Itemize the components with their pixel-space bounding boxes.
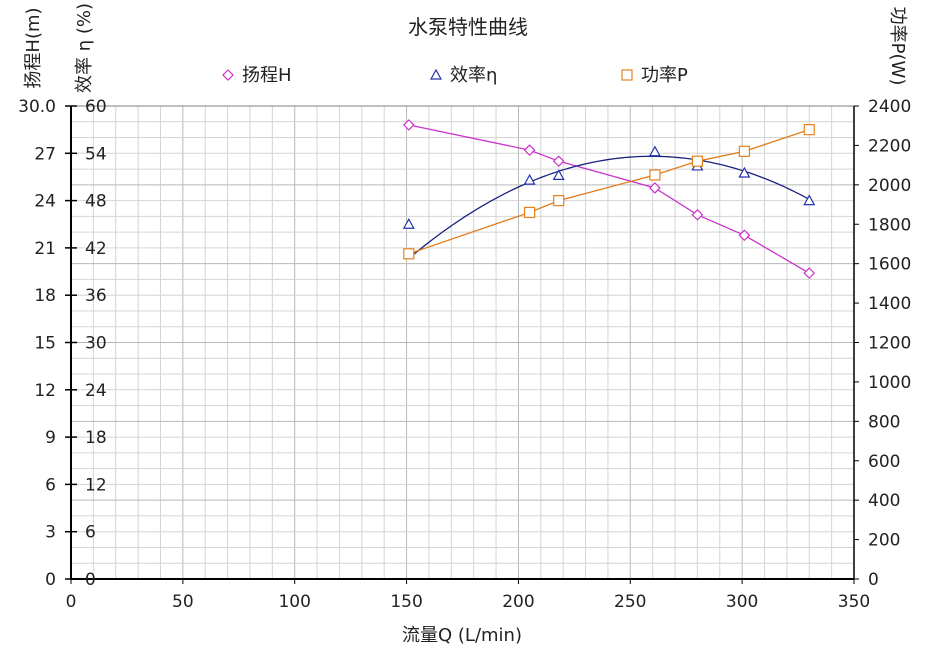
y-power-tick-label: 1600: [868, 255, 911, 275]
y-power-tick-label: 1000: [868, 373, 911, 393]
y-eff-tick-label: 36: [85, 286, 107, 306]
y-eff-tick-label: 0: [85, 570, 96, 590]
data-point: [402, 119, 415, 131]
legend-item-2: 效率η: [429, 65, 497, 86]
x-tick-label: 0: [66, 592, 77, 612]
y-axis-head-title: 扬程H(m): [23, 7, 44, 88]
y-head-tick-label: 30.0: [18, 97, 56, 117]
y-power-tick-label: 400: [868, 491, 900, 511]
y-eff-tick-label: 12: [85, 475, 107, 495]
y-power-tick-label: 2200: [868, 136, 911, 156]
data-point: [803, 124, 815, 136]
y-axis-efficiency-title: 效率 η (%): [74, 3, 95, 93]
series-1: [402, 119, 816, 279]
data-point: [803, 194, 816, 206]
data-point: [738, 229, 751, 242]
x-tick-label: 250: [614, 592, 646, 612]
data-point: [552, 169, 565, 180]
series-layer: [402, 119, 816, 279]
y-power-tick-label: 1200: [868, 334, 911, 354]
y-eff-tick-label: 48: [85, 192, 107, 212]
y-head-tick-label: 3: [45, 523, 56, 543]
data-point: [738, 145, 750, 157]
data-point: [402, 218, 415, 229]
data-point: [553, 195, 565, 207]
legend-marker: [621, 69, 633, 81]
x-tick-label: 150: [390, 592, 422, 612]
x-tick-label: 50: [172, 592, 194, 612]
legend: 扬程H 效率η 功率P: [222, 65, 688, 86]
data-point: [523, 144, 536, 156]
y-head-tick-label: 15: [34, 334, 56, 354]
y-eff-tick-label: 6: [85, 523, 96, 543]
y-power-tick-label: 800: [868, 412, 900, 432]
y-head-tick-label: 6: [45, 475, 56, 495]
axes: 0 50 100 150 200 250 300 350036912151821242730.…: [18, 97, 911, 612]
series-2: [402, 145, 816, 259]
data-point: [523, 173, 536, 185]
y-eff-tick-label: 42: [85, 239, 107, 259]
y-eff-tick-label: 30: [85, 334, 107, 354]
data-point: [691, 155, 704, 167]
y-power-tick-label: 1400: [868, 294, 911, 314]
data-point: [691, 208, 704, 221]
data-point: [552, 155, 565, 168]
y-power-tick-label: 1800: [868, 215, 911, 235]
data-point: [524, 206, 536, 219]
y-power-tick-label: 0: [868, 570, 879, 590]
y-head-tick-label: 12: [34, 381, 56, 401]
y-power-tick-label: 200: [868, 531, 900, 551]
x-tick-label: 350: [838, 592, 870, 612]
y-power-tick-label: 2000: [868, 176, 911, 196]
data-point: [403, 248, 415, 260]
legend-label: 效率η: [450, 65, 497, 86]
x-axis-title: 流量Q (L/min): [402, 625, 522, 646]
data-point: [803, 267, 816, 279]
y-axis-power-title: 功率P(W): [887, 7, 908, 86]
data-point: [648, 145, 661, 157]
series-3: [403, 124, 815, 260]
legend-marker: [429, 68, 443, 80]
y-eff-tick-label: 54: [85, 144, 107, 164]
grid: [70, 105, 855, 580]
legend-item-3: 功率P: [621, 65, 688, 86]
data-point: [649, 182, 661, 194]
y-power-tick-label: 600: [868, 452, 900, 472]
x-tick-label: 200: [502, 592, 534, 612]
y-head-tick-label: 24: [34, 192, 56, 212]
x-tick-label: 300: [726, 592, 758, 612]
data-point: [738, 166, 751, 178]
data-point: [649, 169, 661, 181]
y-head-tick-label: 9: [45, 428, 56, 448]
y-eff-tick-label: 18: [85, 428, 107, 448]
legend-marker: [222, 69, 234, 81]
chart-title: 水泵特性曲线: [408, 15, 528, 39]
legend-label: 功率P: [641, 65, 688, 86]
legend-item-1: 扬程H: [222, 65, 292, 86]
y-power-tick-label: 2400: [868, 97, 911, 117]
y-head-tick-label: 18: [34, 286, 56, 306]
y-head-tick-label: 0: [45, 570, 56, 590]
y-head-tick-label: 27: [34, 144, 56, 164]
y-head-tick-label: 21: [34, 239, 56, 259]
x-tick-label: 100: [278, 592, 310, 612]
legend-label: 扬程H: [242, 65, 292, 86]
y-eff-tick-label: 24: [85, 381, 107, 401]
y-eff-tick-label: 60: [85, 97, 107, 117]
